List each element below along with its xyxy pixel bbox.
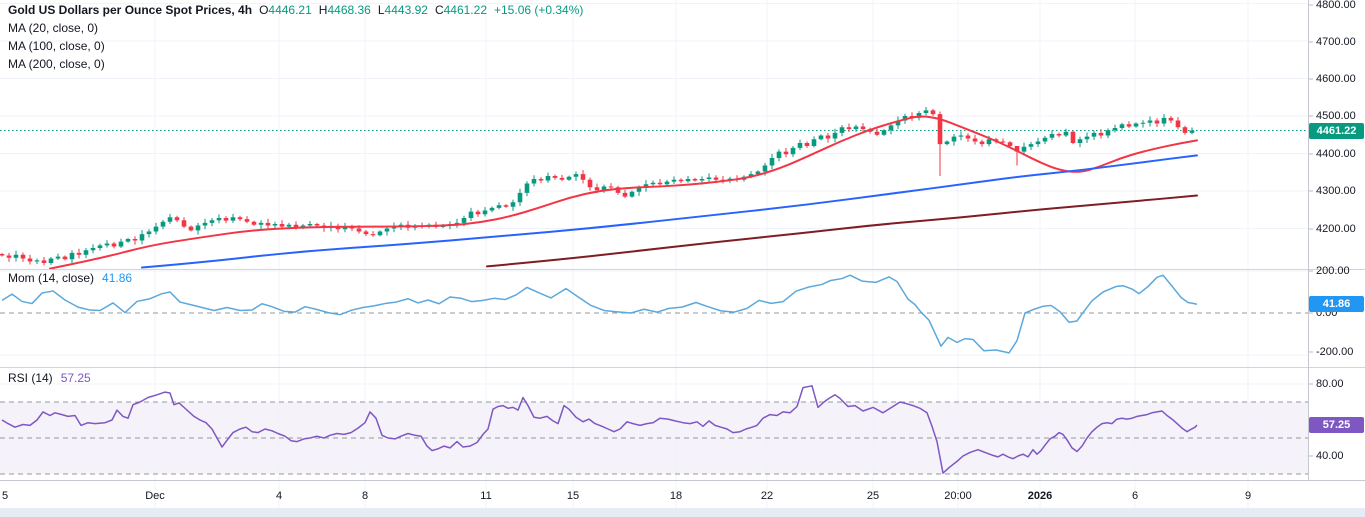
ohlc-open-value: 4446.21 [268, 3, 312, 17]
rsi-legend[interactable]: RSI (14) 57.25 [8, 371, 91, 385]
price-axis-label: 4600.00 [1316, 73, 1356, 85]
momentum-line [1, 274, 1198, 354]
time-axis-label: 8 [361, 490, 369, 502]
ohlc-close-prefix: C [434, 3, 444, 17]
price-axis[interactable] [1308, 0, 1365, 481]
time-axis-label: 25 [866, 490, 880, 502]
ma-20-legend[interactable]: MA (20, close, 0) [8, 21, 99, 35]
momentum-legend[interactable]: Mom (14, close) 41.86 [8, 271, 132, 285]
symbol-title: Gold US Dollars per Ounce Spot Prices, 4… [8, 3, 253, 17]
rsi-label: RSI (14) [8, 371, 53, 385]
symbol-legend-row[interactable]: Gold US Dollars per Ounce Spot Prices, 4… [8, 3, 583, 17]
time-axis[interactable] [0, 480, 1365, 508]
time-axis-label: 9 [1244, 490, 1252, 502]
axis-value-badge: 4461.22 [1309, 123, 1364, 139]
ohlc-high-value: 4468.36 [327, 3, 371, 17]
rsi-value: 57.25 [60, 371, 91, 385]
time-axis-label: Dec [145, 490, 165, 502]
price-axis-label: 4400.00 [1316, 148, 1356, 160]
bottom-strip [0, 508, 1365, 517]
ma-200-legend[interactable]: MA (200, close, 0) [8, 57, 105, 71]
panel-separators [0, 269, 1365, 368]
price-axis-label: -200.00 [1316, 346, 1354, 358]
axis-value-badge: 57.25 [1309, 417, 1364, 433]
rsi-line [1, 385, 1198, 474]
time-axis-label: 22 [760, 490, 774, 502]
momentum-value: 41.86 [102, 271, 133, 285]
ohlc-close-value: 4461.22 [443, 3, 487, 17]
ma-20-line [49, 115, 1198, 270]
dashed-levels [0, 312, 1308, 475]
time-axis-label: 6 [1131, 490, 1139, 502]
ma-100-line [141, 154, 1198, 269]
price-axis-label: 4500.00 [1316, 110, 1356, 122]
ohlc-high-prefix: H [318, 3, 328, 17]
ohlc-low-prefix: L [377, 3, 385, 17]
ma-200-line [486, 194, 1198, 268]
ohlc-low-value: 4443.92 [384, 3, 428, 17]
grid-layer [0, 0, 1308, 508]
axis-value-badge: 41.86 [1309, 296, 1364, 312]
time-axis-label: 20:00 [944, 490, 972, 502]
ohlc-open-prefix: O [259, 3, 269, 17]
time-axis-label: 18 [669, 490, 683, 502]
time-axis-label: 5 [2, 490, 9, 502]
price-axis-label: 4700.00 [1316, 36, 1356, 48]
price-axis-label: 4200.00 [1316, 223, 1356, 235]
price-axis-label: 80.00 [1316, 378, 1344, 390]
price-change: +15.06 (+0.34%) [494, 3, 584, 17]
momentum-label: Mom (14, close) [8, 271, 95, 285]
time-axis-label: 11 [480, 490, 492, 502]
price-axis-label: 40.00 [1316, 450, 1344, 462]
ma-100-legend[interactable]: MA (100, close, 0) [8, 39, 105, 53]
price-axis-label: 200.00 [1316, 265, 1350, 277]
time-axis-label: 2026 [1027, 490, 1053, 502]
price-axis-label: 4300.00 [1316, 185, 1356, 197]
price-axis-label: 4800.00 [1316, 0, 1356, 11]
time-axis-label: 4 [275, 490, 283, 502]
time-axis-label: 15 [566, 490, 580, 502]
candlestick-series [0, 107, 1195, 266]
